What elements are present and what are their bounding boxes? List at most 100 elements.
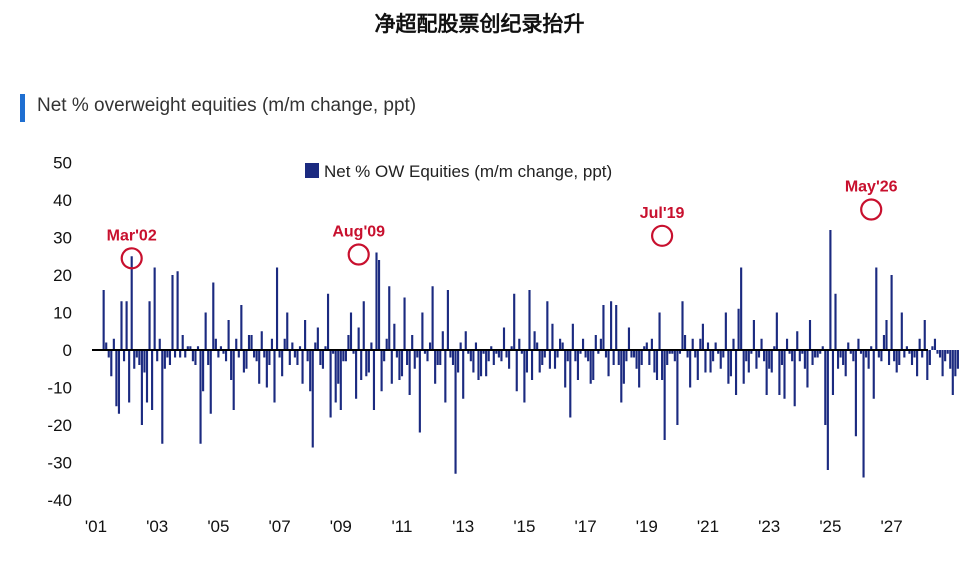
bar [849, 350, 852, 354]
bar [298, 346, 302, 350]
chart-title: Net % overweight equities (m/m change, p… [37, 95, 417, 116]
bar [653, 350, 656, 373]
bar [418, 350, 421, 433]
bar [921, 350, 924, 358]
bar [411, 335, 414, 350]
bar [253, 350, 256, 358]
bar [258, 350, 261, 384]
bar [196, 346, 200, 350]
bar [773, 346, 776, 350]
bar [706, 342, 710, 350]
bar [360, 350, 363, 380]
bar [551, 323, 554, 350]
bar [112, 338, 115, 350]
bar [332, 350, 335, 354]
bar [383, 350, 386, 362]
bar [133, 350, 136, 369]
bar [597, 350, 600, 354]
bar [439, 350, 442, 365]
bar [240, 305, 243, 350]
bar [347, 335, 350, 350]
bar [344, 350, 347, 362]
bar [273, 350, 276, 403]
bar [941, 350, 944, 377]
annotation-circle [650, 224, 674, 247]
bar [740, 267, 743, 350]
bar [515, 350, 518, 392]
bar [423, 350, 427, 354]
bar [446, 290, 449, 350]
bar [676, 350, 679, 425]
bar [319, 350, 322, 365]
annotation-label: Mar'02 [107, 227, 157, 244]
y-tick-label: 0 [63, 341, 72, 360]
bar [592, 350, 595, 380]
bar [275, 267, 279, 350]
bar [421, 312, 424, 350]
bar [462, 350, 465, 399]
bar [444, 350, 447, 403]
bar [729, 350, 733, 377]
bar [576, 350, 580, 380]
bar [168, 350, 172, 365]
bar [191, 350, 194, 362]
bar [105, 342, 108, 350]
bar [502, 327, 506, 350]
bar [946, 350, 949, 354]
bar [204, 312, 207, 350]
bar [408, 350, 411, 395]
x-tick-label: '27 [881, 517, 903, 536]
bar [395, 350, 398, 358]
bar [342, 350, 345, 362]
annotation-circle [120, 247, 143, 270]
bar [658, 312, 661, 350]
bar [372, 350, 376, 410]
bar [227, 320, 230, 350]
y-tick-label: 30 [53, 229, 72, 248]
bar [923, 320, 926, 350]
annotation-circle [347, 243, 370, 266]
bar [663, 350, 666, 440]
bar [831, 350, 835, 395]
legend-label: Net % OW Equities (m/m change, ppt) [324, 162, 612, 181]
bar [681, 301, 684, 350]
bar [834, 293, 837, 350]
bar [622, 350, 625, 384]
bar [324, 346, 327, 350]
bar [237, 350, 240, 358]
bar [451, 350, 455, 365]
bar [487, 350, 490, 362]
x-tick-label: '11 [392, 517, 413, 536]
bar [270, 338, 274, 350]
bar [406, 350, 409, 365]
bar [321, 350, 325, 369]
bar [661, 350, 664, 380]
bar [887, 350, 891, 365]
bar [281, 350, 284, 377]
bar [311, 350, 314, 448]
bar [859, 350, 863, 354]
bar [128, 350, 131, 403]
bar [380, 350, 383, 392]
bar [844, 350, 847, 377]
bar [212, 282, 215, 350]
bar [316, 327, 319, 350]
bar [926, 350, 929, 380]
bar [510, 346, 513, 350]
bar [143, 350, 146, 373]
bar [571, 323, 574, 350]
bar [217, 350, 220, 358]
bar [485, 350, 488, 377]
bar [469, 350, 472, 362]
x-tick-label: '25 [819, 517, 841, 536]
bar [265, 350, 268, 388]
bar [793, 350, 796, 407]
bar [301, 350, 304, 384]
bar [745, 350, 748, 362]
bar [821, 346, 824, 350]
bar [757, 350, 761, 358]
bar [615, 305, 618, 350]
bar [367, 350, 370, 373]
bar [288, 350, 291, 365]
bar [202, 350, 205, 392]
